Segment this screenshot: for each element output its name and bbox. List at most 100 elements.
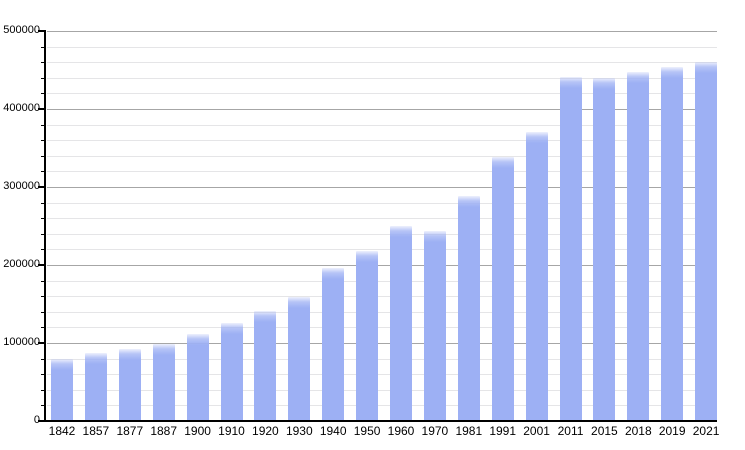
minor-gridline-420000 <box>47 93 717 95</box>
y-axis-label-400000: 400000 <box>3 102 40 114</box>
x-axis-label-1960: 1960 <box>387 424 415 438</box>
y-axis-label-200000: 200000 <box>3 258 40 270</box>
y-axis-major-tick-500000 <box>38 30 46 32</box>
major-gridline-200000 <box>47 265 717 266</box>
major-gridline-400000 <box>47 109 717 110</box>
bar-2018 <box>627 72 650 421</box>
y-axis-minor-tick-80000 <box>41 358 46 360</box>
minor-gridline-280000 <box>47 202 717 204</box>
x-axis-label-1950: 1950 <box>353 424 381 438</box>
bar-1940 <box>322 268 345 421</box>
y-axis-minor-tick-460000 <box>41 62 46 64</box>
y-axis-minor-tick-180000 <box>41 280 46 282</box>
x-axis-label-1970: 1970 <box>421 424 449 438</box>
bar-1920 <box>254 310 277 421</box>
y-axis-label-100000: 100000 <box>3 336 40 348</box>
bar-1842 <box>51 358 73 421</box>
y-axis-minor-tick-140000 <box>41 311 46 313</box>
major-gridline-500000 <box>47 31 717 32</box>
minor-gridline-20000 <box>47 405 717 407</box>
minor-gridline-80000 <box>47 358 717 360</box>
minor-gridline-120000 <box>47 327 717 329</box>
x-axis-label-1877: 1877 <box>116 424 144 438</box>
y-axis-minor-tick-380000 <box>41 124 46 126</box>
bar-1877 <box>118 349 141 421</box>
y-axis-minor-tick-220000 <box>41 249 46 251</box>
x-axis-label-1900: 1900 <box>184 424 211 438</box>
x-axis-label-2015: 2015 <box>591 424 618 438</box>
bar-1857 <box>84 352 107 421</box>
y-axis-minor-tick-340000 <box>41 155 46 157</box>
minor-gridline-260000 <box>47 218 717 220</box>
bar-1950 <box>356 250 379 421</box>
x-axis-label-2001: 2001 <box>523 424 550 438</box>
major-gridline-100000 <box>47 343 717 344</box>
y-axis-minor-tick-360000 <box>41 140 46 142</box>
x-axis-label-2021: 2021 <box>692 424 720 438</box>
bar-1960 <box>390 226 412 421</box>
y-axis-minor-tick-120000 <box>41 327 46 329</box>
minor-gridline-360000 <box>47 140 717 142</box>
minor-gridline-40000 <box>47 389 717 391</box>
bar-1981 <box>457 195 480 421</box>
y-axis-major-tick-300000 <box>38 186 46 188</box>
x-axis-label-1940: 1940 <box>319 424 347 438</box>
minor-gridline-340000 <box>47 155 717 157</box>
x-axis-label-1930: 1930 <box>285 424 313 438</box>
bar-2001 <box>525 131 548 421</box>
y-axis-major-tick-400000 <box>38 108 46 110</box>
minor-gridline-320000 <box>47 171 717 173</box>
y-axis-minor-tick-240000 <box>41 233 46 235</box>
minor-gridline-480000 <box>47 46 717 48</box>
y-axis-major-tick-100000 <box>38 342 46 344</box>
x-axis-label-1920: 1920 <box>252 424 279 438</box>
y-axis-label-300000: 300000 <box>3 180 40 192</box>
major-gridline-300000 <box>47 187 717 188</box>
x-axis-label-1887: 1887 <box>150 424 178 438</box>
bar-2011 <box>559 76 582 421</box>
bar-2021 <box>695 61 718 421</box>
y-axis-label-500000: 500000 <box>3 24 40 36</box>
y-axis-minor-tick-440000 <box>41 77 46 79</box>
minor-gridline-460000 <box>47 62 717 64</box>
y-axis-minor-tick-280000 <box>41 202 46 204</box>
x-axis-line <box>43 420 717 422</box>
y-axis-major-tick-0 <box>38 420 46 422</box>
y-axis-major-tick-200000 <box>38 264 46 266</box>
bar-1900 <box>186 334 209 421</box>
x-axis-label-2011: 2011 <box>557 424 584 438</box>
minor-gridline-380000 <box>47 124 717 126</box>
x-axis-label-1857: 1857 <box>82 424 110 438</box>
y-axis-label-0: 0 <box>33 414 40 426</box>
minor-gridline-440000 <box>47 77 717 79</box>
y-axis-minor-tick-60000 <box>41 374 46 376</box>
y-axis-minor-tick-40000 <box>41 389 46 391</box>
y-axis-minor-tick-320000 <box>41 171 46 173</box>
x-axis-label-2018: 2018 <box>624 424 652 438</box>
plot-area <box>38 30 718 422</box>
minor-gridline-220000 <box>47 249 717 251</box>
minor-gridline-60000 <box>47 374 717 376</box>
bar-1887 <box>152 344 175 421</box>
minor-gridline-160000 <box>47 296 717 298</box>
bar-1970 <box>423 230 446 421</box>
x-axis-label-1910: 1910 <box>218 424 245 438</box>
bar-1930 <box>288 297 311 421</box>
bar-1991 <box>491 157 514 421</box>
x-axis-label-1991: 1991 <box>489 424 517 438</box>
y-axis-minor-tick-420000 <box>41 93 46 95</box>
minor-gridline-180000 <box>47 280 717 282</box>
x-axis-label-2019: 2019 <box>658 424 686 438</box>
y-axis-minor-tick-260000 <box>41 218 46 220</box>
x-axis-label-1842: 1842 <box>48 424 76 438</box>
x-axis-label-1981: 1981 <box>455 424 483 438</box>
y-axis-minor-tick-480000 <box>41 46 46 48</box>
bar-1910 <box>220 323 243 421</box>
minor-gridline-140000 <box>47 311 717 313</box>
y-axis-minor-tick-20000 <box>41 405 46 407</box>
y-axis-line <box>44 31 46 422</box>
y-axis-minor-tick-160000 <box>41 296 46 298</box>
minor-gridline-240000 <box>47 233 717 235</box>
bar-2015 <box>593 78 616 421</box>
